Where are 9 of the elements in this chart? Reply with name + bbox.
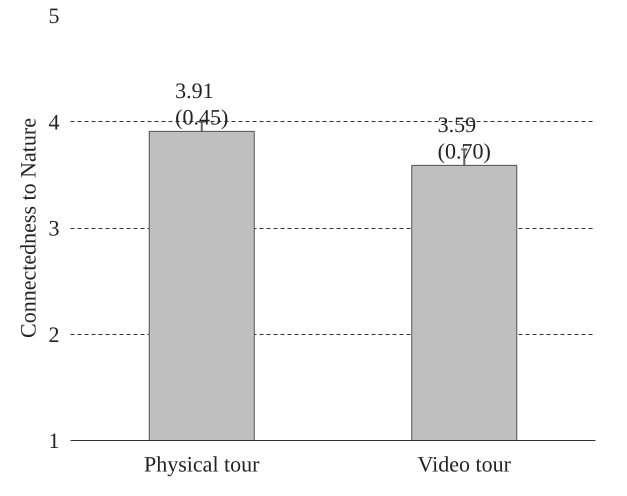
y-tick-label: 3 <box>48 216 60 240</box>
y-tick-label: 4 <box>48 109 60 134</box>
y-tick-label: 5 <box>48 3 60 28</box>
y-tick-label: 1 <box>48 428 60 453</box>
y-tick-label: 2 <box>48 322 60 347</box>
x-tick-label: Video tour <box>418 452 512 476</box>
x-tick-label: Physical tour <box>144 452 260 476</box>
data-label: 3.59 (0.70) <box>438 112 491 164</box>
y-axis-title: Connectedness to Nature <box>16 118 40 338</box>
